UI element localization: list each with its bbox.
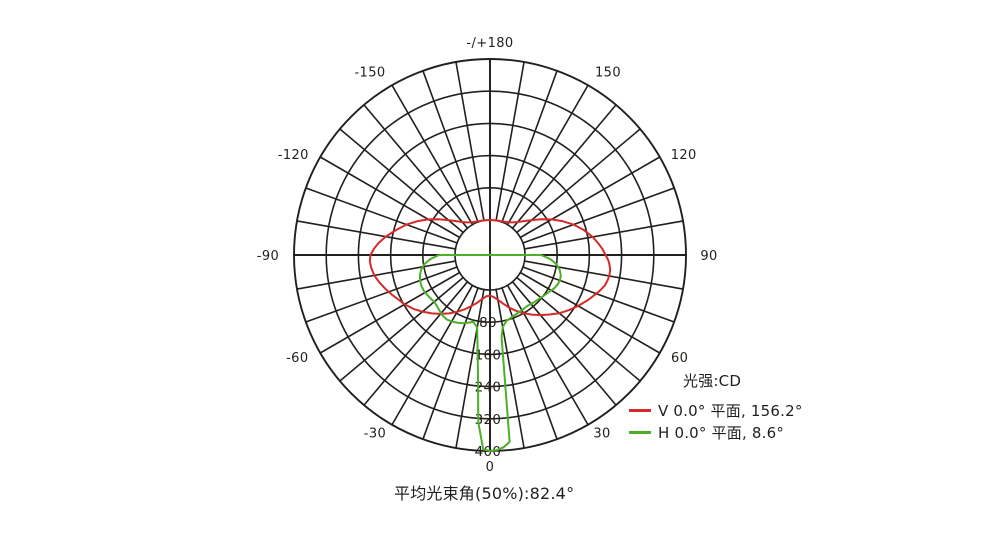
angle-tick-a_0: 0 — [486, 460, 495, 475]
angle-tick-a_180: -/+180 — [466, 36, 513, 51]
data-series-group — [368, 218, 612, 452]
angle-tick-a_120: 120 — [671, 148, 697, 163]
angle-tick-labels: 0 30 60 90 120 150 -/+180 -150 -120 -90 -60 -30 — [257, 36, 717, 475]
angle-tick-a_90: 90 — [700, 249, 717, 264]
legend-item-v: V 0.0° 平面, 156.2° — [629, 400, 803, 421]
radial-tick-400: 400 — [475, 444, 502, 460]
radial-tick-240: 240 — [475, 380, 502, 396]
angle-tick-a_60: 60 — [671, 351, 688, 366]
radial-tick-160: 160 — [475, 347, 502, 363]
legend-item-h: H 0.0° 平面, 8.6° — [629, 422, 784, 443]
angle-tick-a_n150: -150 — [354, 65, 385, 80]
legend-label-h: H 0.0° 平面, 8.6° — [658, 424, 785, 442]
radial-tick-320: 320 — [475, 412, 502, 428]
legend-label-v: V 0.0° 平面, 156.2° — [658, 402, 803, 420]
angle-tick-a_n120: -120 — [278, 148, 309, 163]
legend-title: 光强:CD — [683, 372, 742, 390]
radial-tick-80: 80 — [479, 315, 497, 331]
beam-angle-caption: 平均光束角(50%):82.4° — [394, 484, 575, 503]
angle-tick-a_n90: -90 — [257, 249, 279, 264]
angle-tick-a_n60: -60 — [286, 351, 308, 366]
series-curve-v — [368, 218, 612, 317]
polar-grid — [293, 58, 687, 452]
angle-tick-a_n30: -30 — [364, 427, 386, 442]
series-curve-h — [418, 254, 562, 452]
radial-tick-labels: 80 160 240 320 400 — [475, 315, 502, 460]
angle-tick-a_30: 30 — [593, 427, 610, 442]
legend-swatch-v-icon — [629, 409, 651, 412]
legend-swatch-h-icon — [629, 431, 651, 434]
angle-tick-a_150: 150 — [595, 65, 621, 80]
